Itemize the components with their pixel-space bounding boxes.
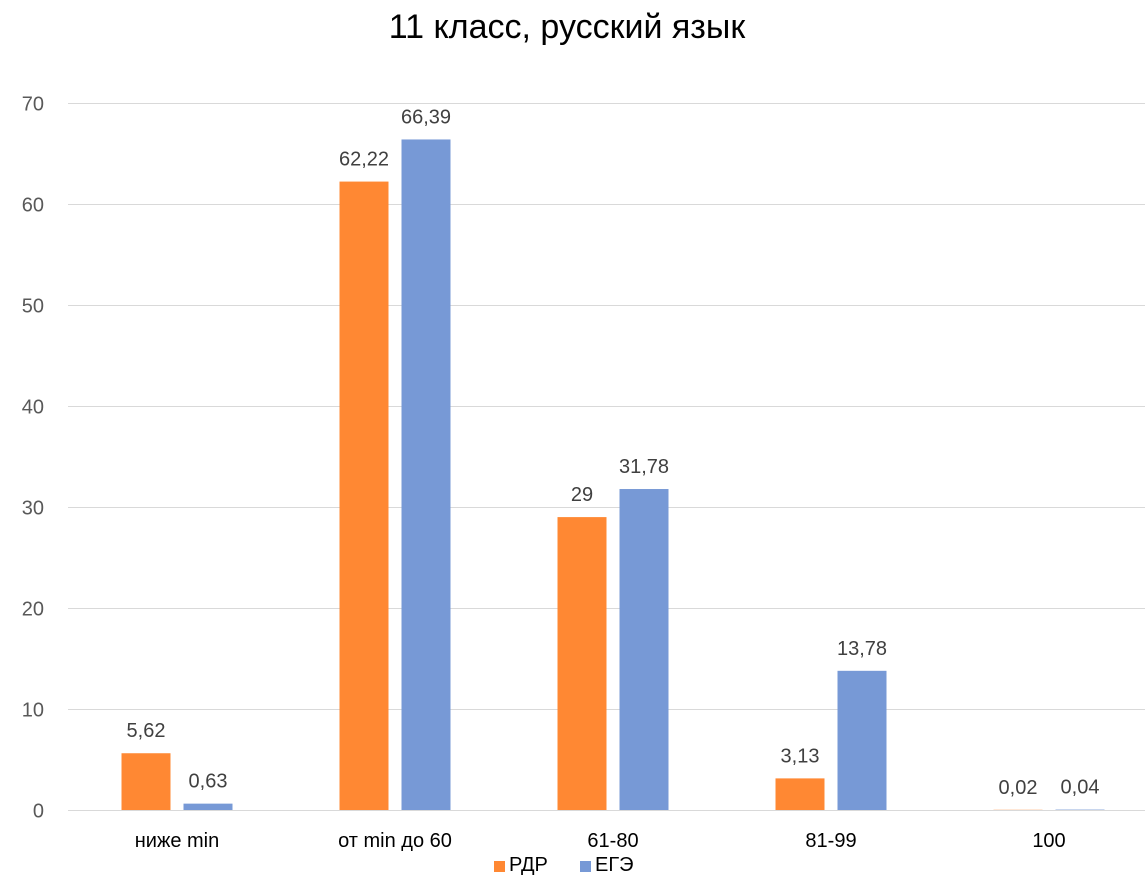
data-label: 0,63	[189, 771, 228, 793]
y-tick-label: 20	[22, 599, 44, 621]
category-label: от min до 60	[338, 830, 452, 852]
category-label: 61-80	[587, 830, 638, 852]
legend-label: РДР	[509, 854, 548, 876]
x-axis-categories: ниже min от min до 60 61-80 81-99 100	[135, 830, 1066, 852]
y-tick-label: 70	[22, 94, 44, 116]
category-label: ниже min	[135, 830, 220, 852]
y-tick-label: 40	[22, 397, 44, 419]
y-tick-label: 10	[22, 700, 44, 722]
y-tick-label: 50	[22, 296, 44, 318]
legend-label: ЕГЭ	[595, 854, 634, 876]
bar-rdr	[557, 517, 607, 810]
data-label: 66,39	[401, 106, 451, 128]
legend-swatch	[580, 861, 591, 872]
y-tick-label: 30	[22, 498, 44, 520]
legend-item-rdr: РДР	[494, 854, 548, 876]
data-label: 0,02	[999, 777, 1038, 799]
data-label: 13,78	[837, 638, 887, 660]
bar-rdr	[339, 181, 389, 810]
y-tick-label: 60	[22, 195, 44, 217]
bar-ege	[619, 489, 669, 810]
bar-rdr	[775, 778, 825, 810]
bar-rdr	[121, 753, 171, 810]
category-label: 81-99	[805, 830, 856, 852]
data-label: 3,13	[781, 745, 820, 767]
y-axis-ticks: 0 10 20 30 40 50 60 70	[22, 94, 44, 823]
data-labels: 5,62 0,63 62,22 66,39 29 31,78 3,13 13,78 0,02 0,…	[127, 106, 1100, 798]
chart-title: 11 класс, русский язык	[389, 8, 747, 46]
bar-ege	[183, 803, 233, 810]
data-label: 31,78	[619, 456, 669, 478]
data-label: 29	[571, 484, 593, 506]
data-label: 0,04	[1061, 777, 1100, 799]
data-label: 5,62	[127, 720, 166, 742]
legend-swatch	[494, 861, 505, 872]
bars	[121, 139, 1105, 810]
bar-ege	[837, 670, 887, 810]
legend: РДР ЕГЭ	[494, 854, 634, 876]
data-label: 62,22	[339, 149, 389, 171]
legend-item-ege: ЕГЭ	[580, 854, 634, 876]
y-tick-label: 0	[33, 801, 44, 823]
bar-ege	[401, 139, 451, 810]
category-label: 100	[1032, 830, 1065, 852]
